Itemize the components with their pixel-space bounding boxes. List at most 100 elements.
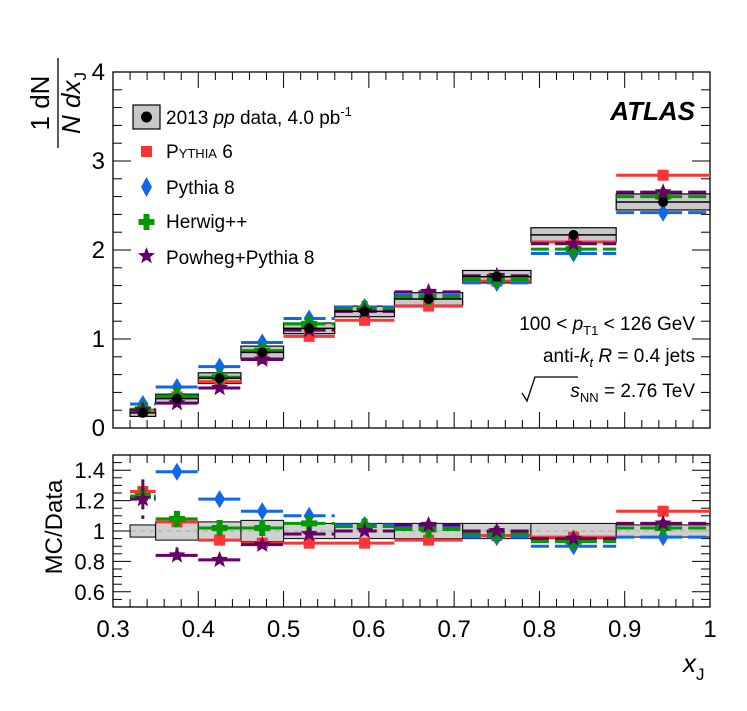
data-marker: [257, 347, 268, 358]
x-tick-label: 1: [703, 616, 716, 643]
legend-data-post: data, 4.0 pb: [235, 108, 341, 129]
mc-marker: [655, 188, 672, 205]
mc-marker: [657, 203, 669, 222]
x-axis-label: xJ: [681, 648, 705, 684]
pt-post: < 126 GeV: [598, 314, 695, 335]
data-marker: [568, 229, 579, 240]
mc-marker: [211, 378, 229, 396]
legend-pythia6-smallcaps: YTHIA: [179, 146, 218, 161]
mc-marker: [654, 183, 672, 200]
ratio-marker: [657, 505, 669, 517]
ratio-marker: [134, 490, 152, 507]
legend-entry-powheg: Powheg+Pythia 8: [137, 247, 314, 269]
ratio-marker: [211, 550, 229, 568]
ratio-y-tick-label: 1: [93, 519, 105, 544]
ratio-y-tick-label: 0.8: [74, 549, 105, 574]
main-y-tick-label: 0: [92, 415, 105, 442]
main-panel: 0 1 2 3 4: [92, 59, 711, 442]
legend-entry-pythia8: Pythia 8: [141, 177, 235, 199]
ratio-marker: [420, 521, 437, 538]
ratio-marker: [301, 515, 318, 532]
ratio-y-axis-label: MC/Data: [41, 479, 68, 574]
legend-pythia6-num: 6: [217, 142, 233, 163]
x-label-sub: J: [696, 665, 705, 684]
energy-s: s: [570, 381, 580, 402]
legend-data-box: [132, 104, 161, 130]
y-label-num-text: 1 dN: [25, 76, 55, 131]
legend-pythia6-marker: [141, 146, 152, 157]
mc-marker: [420, 282, 438, 300]
data-marker: [137, 407, 148, 418]
legend-data-label: 2013 pp data, 4.0 pb-1: [166, 104, 352, 129]
atlas-label: ATLAS: [609, 96, 695, 126]
main-y-tick-label: 2: [92, 237, 105, 264]
y-label-numerator: 1 dN: [25, 76, 55, 131]
x-tick-label: 0.7: [437, 616, 470, 643]
y-label-den-sub: J: [71, 72, 90, 81]
data-marker: [491, 271, 502, 282]
legend-herwig-marker: [138, 214, 155, 230]
pt-sub: T1: [583, 323, 598, 338]
jets-k: k: [580, 346, 591, 367]
x-tick-label: 0.3: [96, 616, 129, 643]
ratio-marker: [168, 510, 185, 527]
ratio-y-tick-label: 1.4: [74, 458, 105, 483]
ratio-marker: [359, 537, 371, 549]
pt-p: p: [572, 314, 584, 335]
ratio-marker: [654, 514, 672, 531]
ratio-marker: [253, 535, 271, 552]
x-tick-label: 0.6: [352, 616, 385, 643]
x-tick-label: 0.4: [182, 616, 215, 643]
x-tick-label: 0.5: [267, 616, 300, 643]
mc-marker: [565, 241, 582, 258]
legend-pythia8-label: Pythia 8: [166, 178, 235, 199]
ratio-marker: [256, 502, 268, 521]
x-label-text: x: [681, 648, 697, 678]
legend-herwig-label: Herwig++: [166, 212, 247, 233]
data-marker: [423, 293, 434, 304]
legend-entry-data: 2013 pp data, 4.0 pb-1: [132, 104, 352, 130]
ratio-marker: [168, 546, 186, 563]
legend-pythia8-marker: [141, 177, 152, 197]
sqrt-sign: [521, 376, 578, 403]
ratio-marker: [488, 522, 506, 539]
ratio-marker: [655, 519, 672, 536]
mc-marker: [253, 350, 271, 367]
ratio-marker: [214, 490, 226, 509]
mc-marker: [359, 314, 371, 326]
ratio-marker: [564, 529, 583, 546]
mc-marker: [657, 169, 669, 181]
ratio-marker: [303, 537, 315, 549]
legend-pythia6-label: PYTHIA 6: [166, 142, 233, 163]
jet-algorithm-annotation: anti-kt R = 0.4 jets: [543, 346, 695, 370]
mc-marker: [423, 300, 435, 312]
x-tick-label: 0.9: [608, 616, 641, 643]
legend: 2013 pp data, 4.0 pb-1 PYTHIA 6 Pythia 8…: [132, 104, 352, 269]
legend-pythia6-cap: P: [166, 142, 179, 163]
ratio-marker: [423, 534, 435, 546]
energy-sub: NN: [580, 390, 599, 405]
ratio-marker: [300, 525, 318, 542]
mc-marker: [303, 330, 315, 342]
legend-data-pre: 2013: [166, 108, 214, 129]
ratio-marker: [211, 519, 228, 536]
ratio-marker: [420, 515, 438, 533]
jets-pre: anti-: [543, 346, 580, 367]
main-y-tick-label: 3: [92, 148, 105, 175]
legend-powheg-label: Powheg+Pythia 8: [166, 248, 314, 269]
legend-entry-herwig: Herwig++: [138, 212, 247, 233]
legend-entry-pythia6: PYTHIA 6: [141, 142, 233, 163]
y-label-denominator: N dxJ: [56, 72, 90, 134]
main-y-axis-label: 1 dN N dxJ: [25, 58, 90, 148]
ratio-marker: [356, 522, 374, 539]
data-marker: [658, 196, 669, 207]
pt-pre: 100 <: [519, 314, 572, 335]
data-marker: [214, 373, 225, 384]
main-y-tick-label: 4: [92, 59, 105, 86]
legend-data-marker: [141, 111, 152, 123]
main-y-tick-label: 1: [92, 326, 105, 353]
ratio-marker: [214, 534, 226, 546]
data-marker: [171, 393, 182, 404]
ratio-y-tick-label: 0.6: [74, 580, 105, 605]
